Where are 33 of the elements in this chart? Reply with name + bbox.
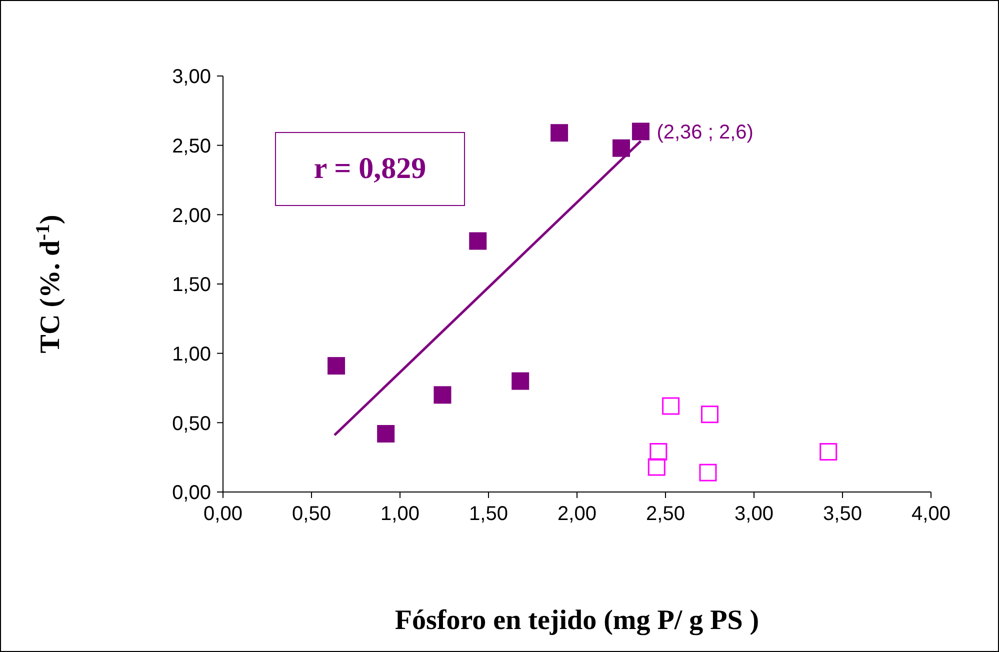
point bbox=[648, 458, 666, 476]
y-tick-label: 1,00 bbox=[172, 343, 211, 366]
y-tick-label: 2,50 bbox=[172, 135, 211, 158]
point bbox=[701, 406, 718, 424]
point bbox=[434, 386, 452, 404]
point bbox=[612, 139, 630, 157]
x-tick-label: 3,50 bbox=[823, 503, 862, 526]
x-tick-label: 0,00 bbox=[204, 503, 242, 526]
x-tick-label: 2,00 bbox=[558, 503, 596, 526]
x-tick-label: 1,00 bbox=[380, 503, 420, 526]
y-tick-label: 2,00 bbox=[172, 204, 211, 227]
annotation: r = 0,829 bbox=[275, 132, 465, 206]
point bbox=[550, 124, 568, 142]
x-tick-label: 1,50 bbox=[469, 503, 508, 526]
y-tick-label: 1,50 bbox=[172, 274, 211, 296]
point bbox=[377, 425, 395, 443]
y-tick-label: 0,00 bbox=[172, 482, 211, 504]
point bbox=[469, 232, 487, 250]
point bbox=[328, 357, 346, 375]
point bbox=[512, 372, 530, 390]
point bbox=[820, 443, 838, 461]
x-tick-label: 3,00 bbox=[734, 503, 774, 526]
x-axis-title: Fósforo en tejido (mg P/ g PS ) bbox=[394, 605, 760, 636]
y-tick-label: 3,00 bbox=[172, 66, 211, 88]
point bbox=[662, 397, 680, 415]
y-tick-label: 0,50 bbox=[172, 412, 211, 435]
x-tick-label: 4,00 bbox=[912, 503, 950, 526]
point bbox=[650, 443, 668, 461]
annotation: (2,36 ; 2,6) bbox=[656, 122, 754, 144]
point bbox=[632, 122, 650, 140]
x-tick-label: 2,50 bbox=[646, 503, 685, 526]
x-tick-label: 0,50 bbox=[292, 503, 331, 526]
point bbox=[699, 464, 717, 482]
